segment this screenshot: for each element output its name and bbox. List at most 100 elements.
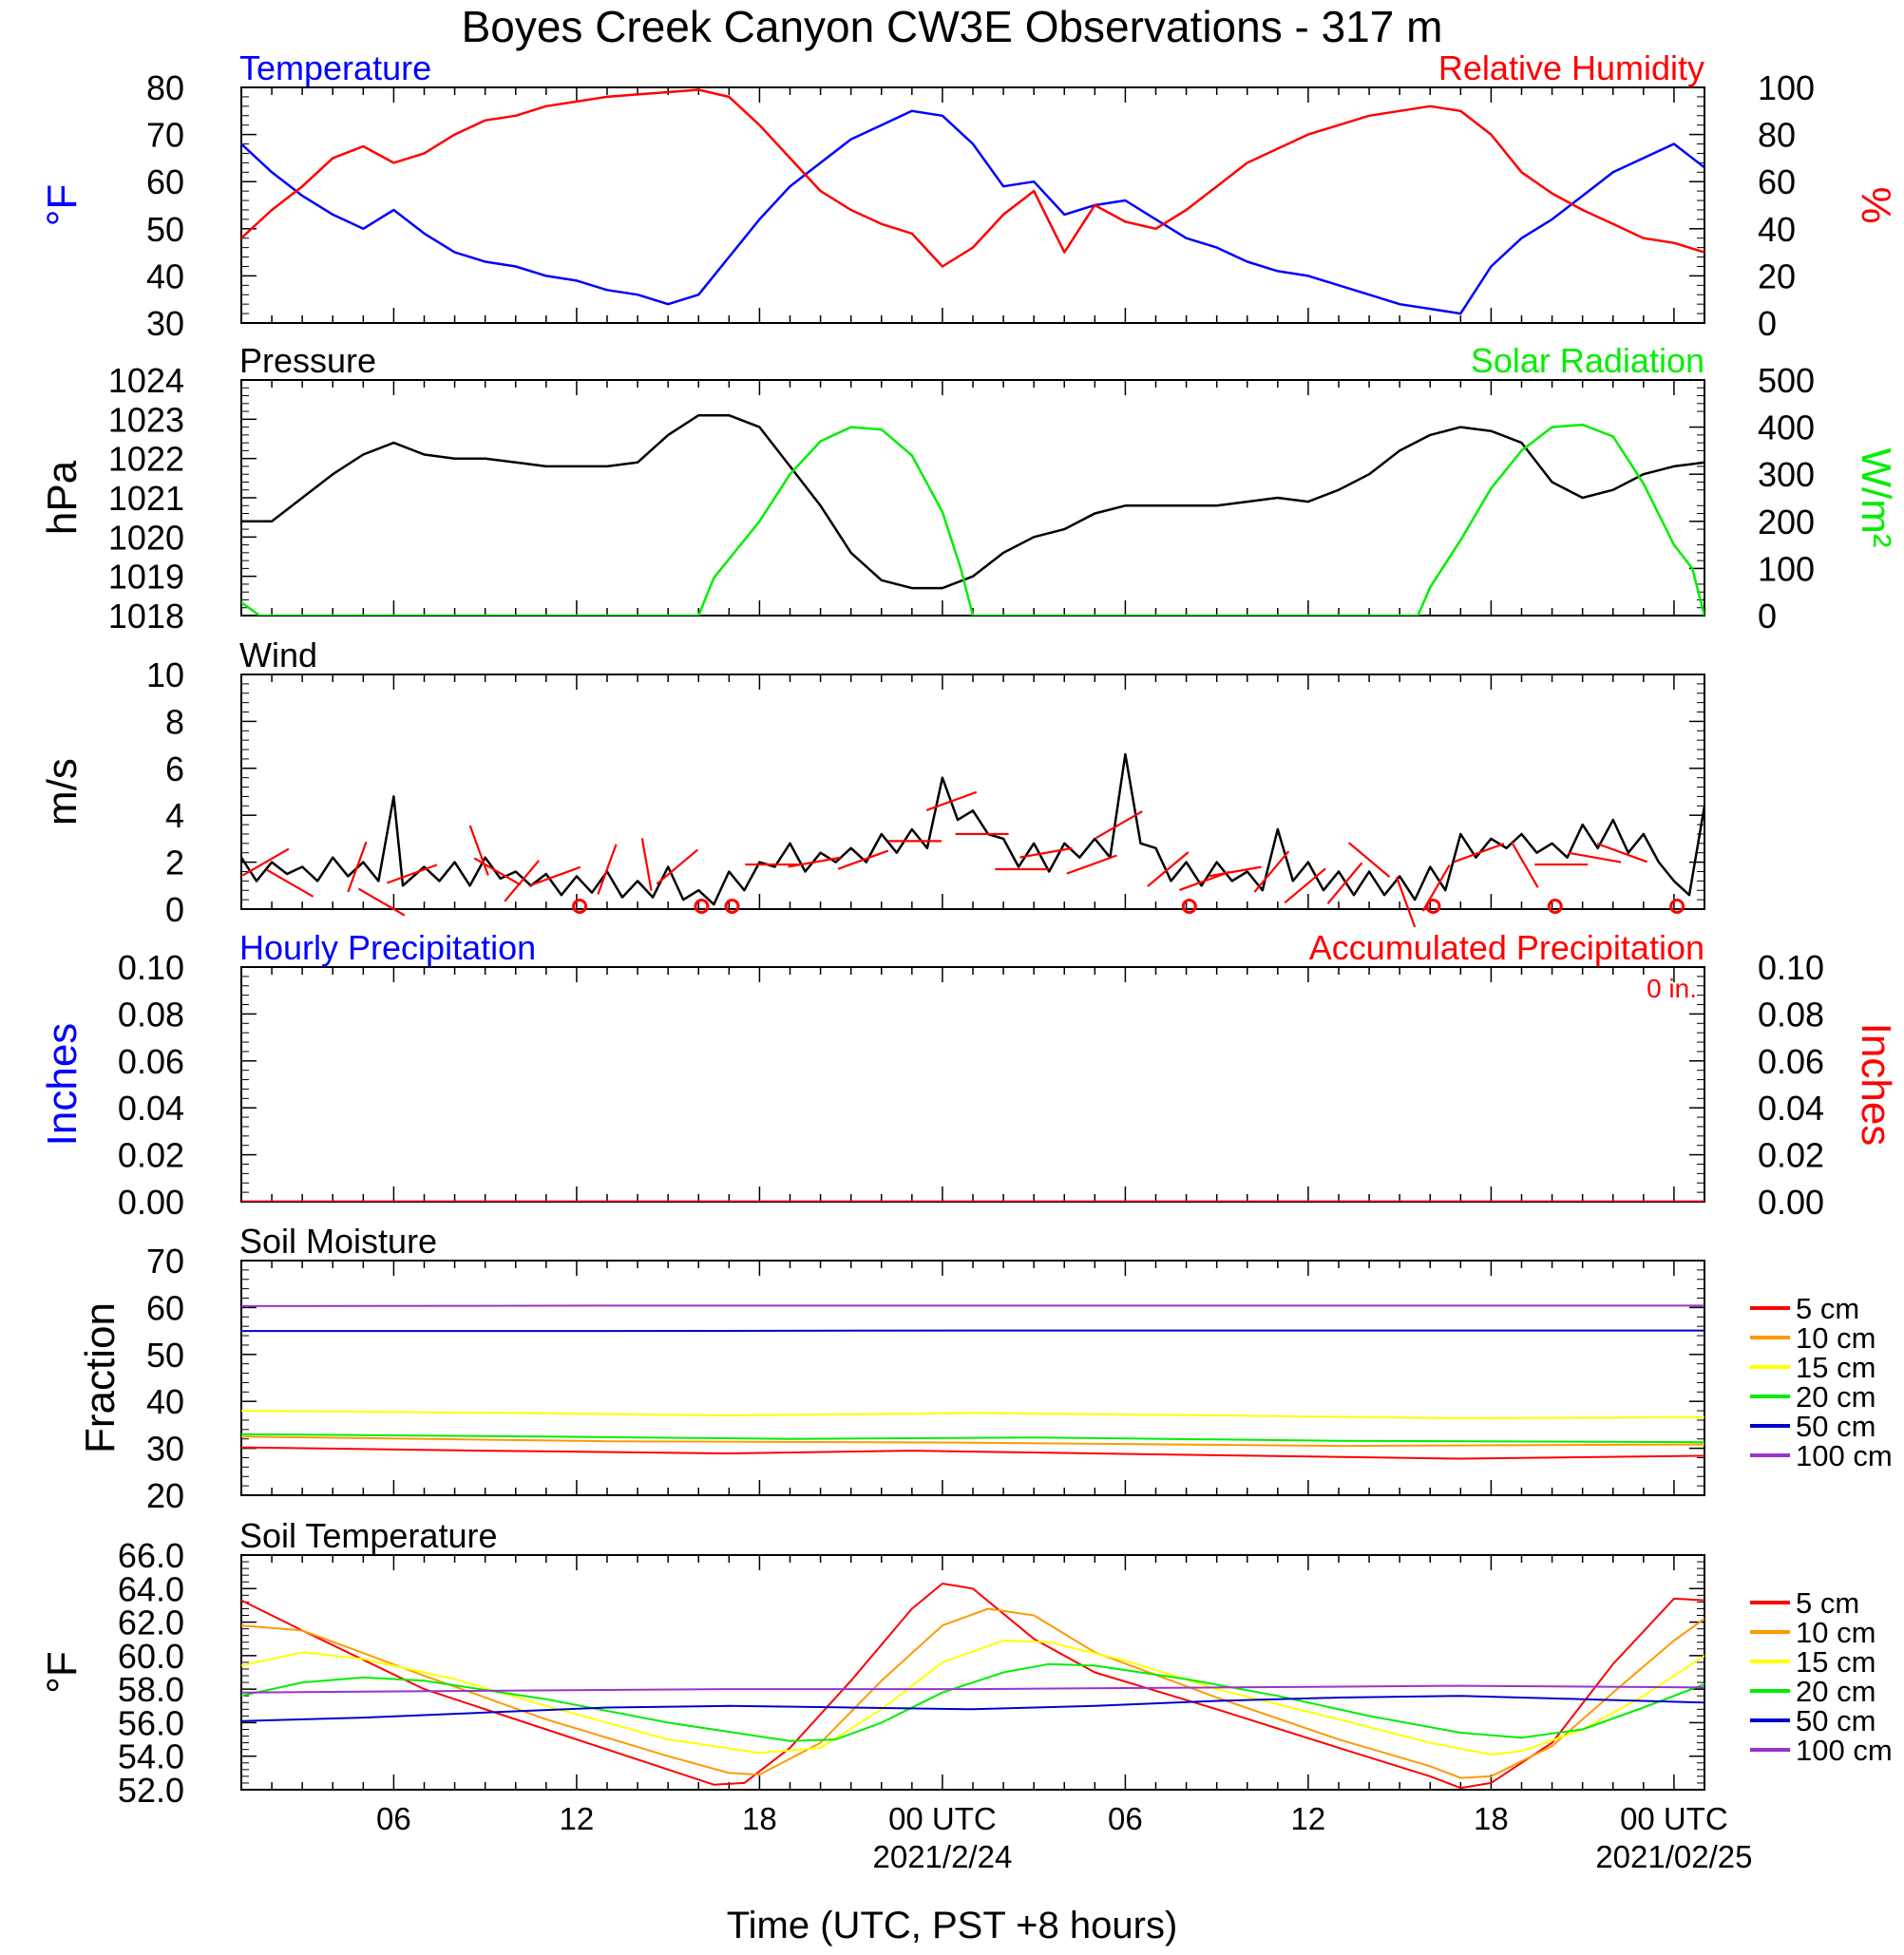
series-line-50-cm: [241, 1695, 1704, 1722]
x-tick-label: 06: [1108, 1801, 1143, 1836]
y-tick-label: 1023: [108, 400, 184, 439]
plot-frame: [240, 966, 1705, 1203]
y-tick-label-right: 0: [1758, 597, 1777, 636]
panel-title-right: Solar Radiation: [1471, 341, 1704, 380]
panel-wind: 0 2 4 6 8 10 Wind m/s: [39, 636, 1705, 929]
panel-soil-temperature: 52.054.056.058.060.062.064.066.0 Soil Tem…: [39, 1516, 1893, 1810]
wind-barb: [1326, 862, 1363, 904]
panel-precip: 0.00 0.02 0.04 0.06 0.08 0.10 0.00 0.02 0.04 0.06…: [39, 928, 1899, 1222]
y-tick-label: 20: [146, 1476, 184, 1515]
y-tick-label: 60: [146, 162, 184, 201]
legend-label: 15 cm: [1796, 1351, 1875, 1384]
x-tick-label: 00 UTC: [888, 1801, 997, 1836]
y-tick-label-right: 300: [1758, 455, 1815, 494]
y-tick-label-right: 80: [1758, 116, 1796, 155]
y-tick-label-right: 200: [1758, 503, 1815, 541]
y-tick-label-right: 0.10: [1758, 948, 1824, 987]
accumulated-total-label: 0 in.: [1647, 974, 1697, 1003]
series-line-5-cm: [241, 1446, 1704, 1460]
panel-title-left: Wind: [239, 636, 317, 674]
series-line-15-cm: [241, 1410, 1704, 1419]
y-axis-label-right: Inches: [1853, 1023, 1899, 1147]
y-axis-label-left: Fraction: [77, 1302, 124, 1453]
y-axis-label-left: hPa: [39, 460, 86, 535]
y-tick-label: 1020: [108, 518, 184, 557]
wind-barb: [656, 848, 698, 885]
y-tick-label-right: 0.04: [1758, 1089, 1824, 1128]
series-line-100-cm: [241, 1684, 1704, 1694]
y-tick-label: 0.00: [118, 1183, 184, 1222]
wind-barb: [837, 849, 889, 870]
calm-wind-marker: [1669, 899, 1685, 914]
y-tick-label: 0.10: [118, 948, 184, 987]
legend-label: 5 cm: [1796, 1292, 1859, 1325]
y-tick-label: 0.02: [118, 1136, 184, 1175]
legend-label: 20 cm: [1796, 1675, 1875, 1708]
y-tick-label-right: 20: [1758, 256, 1796, 295]
wind-barb: [925, 790, 978, 811]
legend-label: 20 cm: [1796, 1380, 1875, 1414]
y-tick-label: 58.0: [118, 1670, 184, 1709]
legend-label: 10 cm: [1796, 1321, 1875, 1355]
x-tick-label: 12: [1291, 1801, 1326, 1836]
y-tick-label: 64.0: [118, 1569, 184, 1608]
plot-frame: [240, 1260, 1705, 1496]
wind-barb: [640, 838, 653, 891]
y-tick-label: 60.0: [118, 1637, 184, 1676]
plot-frame: [240, 86, 1705, 324]
legend-label: 50 cm: [1796, 1410, 1875, 1443]
wind-barb: [529, 865, 581, 887]
y-tick-label: 70: [146, 116, 184, 155]
calm-wind-marker: [724, 899, 740, 914]
y-tick-label: 1021: [108, 479, 184, 518]
series-line-20-cm: [241, 1433, 1704, 1444]
y-tick-label: 30: [146, 1430, 184, 1469]
legend-label: 100 cm: [1796, 1439, 1893, 1472]
y-tick-label: 10: [146, 655, 184, 694]
wind-barb: [1347, 842, 1391, 878]
y-tick-label: 56.0: [118, 1703, 184, 1742]
x-tick-date-label: 2021/2/24: [873, 1839, 1013, 1874]
wind-barb: [1253, 850, 1290, 893]
y-tick-label: 0: [165, 890, 184, 929]
wind-barb: [788, 856, 841, 868]
calm-wind-marker: [1547, 899, 1563, 914]
y-tick-label: 52.0: [118, 1771, 184, 1810]
y-tick-label-right: 100: [1758, 549, 1815, 588]
x-axis-title: Time (UTC, PST +8 hours): [727, 1905, 1178, 1946]
wind-barb: [241, 847, 290, 877]
y-tick-label-right: 0.08: [1758, 995, 1824, 1034]
panel-title-right: Accumulated Precipitation: [1309, 928, 1704, 967]
plot-frame: [240, 674, 1705, 910]
series-line-15-cm: [241, 1640, 1704, 1756]
series-line-100-cm: [241, 1304, 1704, 1307]
x-tick-date-label: 2021/02/25: [1595, 1839, 1752, 1874]
series-line-wind-speed: [241, 752, 1704, 906]
panel-title-left: Temperature: [239, 48, 431, 87]
y-tick-label: 30: [146, 304, 184, 343]
series-line-10-cm: [241, 1435, 1704, 1448]
calm-wind-marker: [1425, 899, 1441, 914]
figure-title: Boyes Creek Canyon CW3E Observations - 3…: [462, 2, 1443, 51]
series-line-20-cm: [241, 1662, 1704, 1742]
y-tick-label: 40: [146, 256, 184, 295]
wind-barb: [1019, 846, 1073, 859]
wind-barb: [1066, 854, 1117, 875]
legend-label: 15 cm: [1796, 1645, 1875, 1679]
y-tick-label: 1024: [108, 361, 184, 400]
series-line-50-cm: [241, 1329, 1704, 1333]
y-tick-label: 0.04: [118, 1089, 184, 1128]
x-tick-label: 06: [376, 1801, 411, 1836]
y-tick-label: 50: [146, 210, 184, 249]
legend-label: 5 cm: [1796, 1586, 1859, 1620]
panel-temp-rh: 30 40 50 60 70 80 0 20 40 60 80 100 Temperature Relat…: [39, 48, 1899, 343]
calm-wind-marker: [1181, 899, 1197, 914]
wind-barb: [1568, 851, 1622, 864]
wind-barb: [1147, 851, 1190, 887]
calm-wind-marker: [694, 899, 710, 914]
wind-barb: [473, 857, 522, 886]
series-line-5-cm: [241, 1583, 1704, 1790]
y-axis-label-right: %: [1853, 186, 1899, 223]
